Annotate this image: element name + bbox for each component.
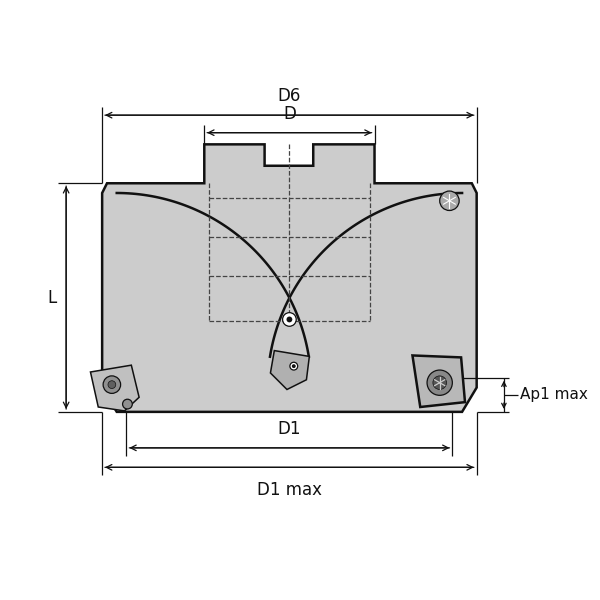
Circle shape: [290, 362, 298, 370]
Polygon shape: [102, 145, 476, 412]
Circle shape: [427, 370, 452, 395]
Polygon shape: [91, 365, 139, 411]
Circle shape: [103, 376, 121, 394]
Circle shape: [292, 364, 296, 368]
Circle shape: [433, 376, 446, 389]
Circle shape: [108, 381, 116, 389]
Text: D6: D6: [278, 88, 301, 106]
Polygon shape: [271, 350, 310, 389]
Circle shape: [440, 191, 459, 211]
Text: D1 max: D1 max: [257, 481, 322, 499]
Circle shape: [122, 399, 132, 409]
Text: D1: D1: [278, 420, 301, 438]
Circle shape: [286, 317, 292, 322]
Text: L: L: [47, 289, 56, 307]
Circle shape: [283, 313, 296, 326]
Text: Ap1 max: Ap1 max: [520, 388, 589, 403]
Polygon shape: [412, 355, 465, 407]
Text: D: D: [283, 105, 296, 123]
